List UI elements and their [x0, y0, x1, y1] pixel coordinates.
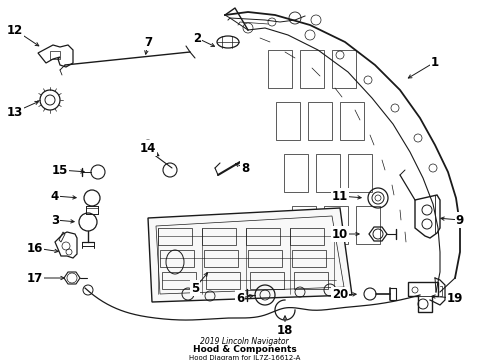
Text: 8: 8 [241, 162, 248, 175]
Text: 13: 13 [7, 105, 23, 118]
Text: 1: 1 [430, 55, 438, 68]
Polygon shape [148, 208, 351, 302]
Text: 16: 16 [27, 242, 43, 255]
Text: 12: 12 [7, 23, 23, 36]
Text: 9: 9 [455, 213, 463, 226]
Text: 2: 2 [193, 31, 201, 45]
Text: 6: 6 [235, 292, 244, 305]
Text: 5: 5 [190, 282, 199, 294]
Text: Hood Diagram for JL7Z-16612-A: Hood Diagram for JL7Z-16612-A [188, 355, 300, 360]
Text: 3: 3 [51, 213, 59, 226]
Text: 17: 17 [27, 271, 43, 284]
Text: 19: 19 [446, 292, 462, 305]
Text: 2019 Lincoln Navigator: 2019 Lincoln Navigator [200, 338, 288, 346]
Text: 14: 14 [140, 141, 156, 154]
Text: 15: 15 [52, 163, 68, 176]
Text: 18: 18 [276, 324, 293, 337]
Text: 7: 7 [143, 36, 152, 49]
Text: 4: 4 [51, 189, 59, 202]
Text: 10: 10 [331, 228, 347, 240]
Text: Hood & Components: Hood & Components [192, 346, 296, 355]
Text: 20: 20 [331, 288, 347, 302]
Text: 11: 11 [331, 189, 347, 202]
